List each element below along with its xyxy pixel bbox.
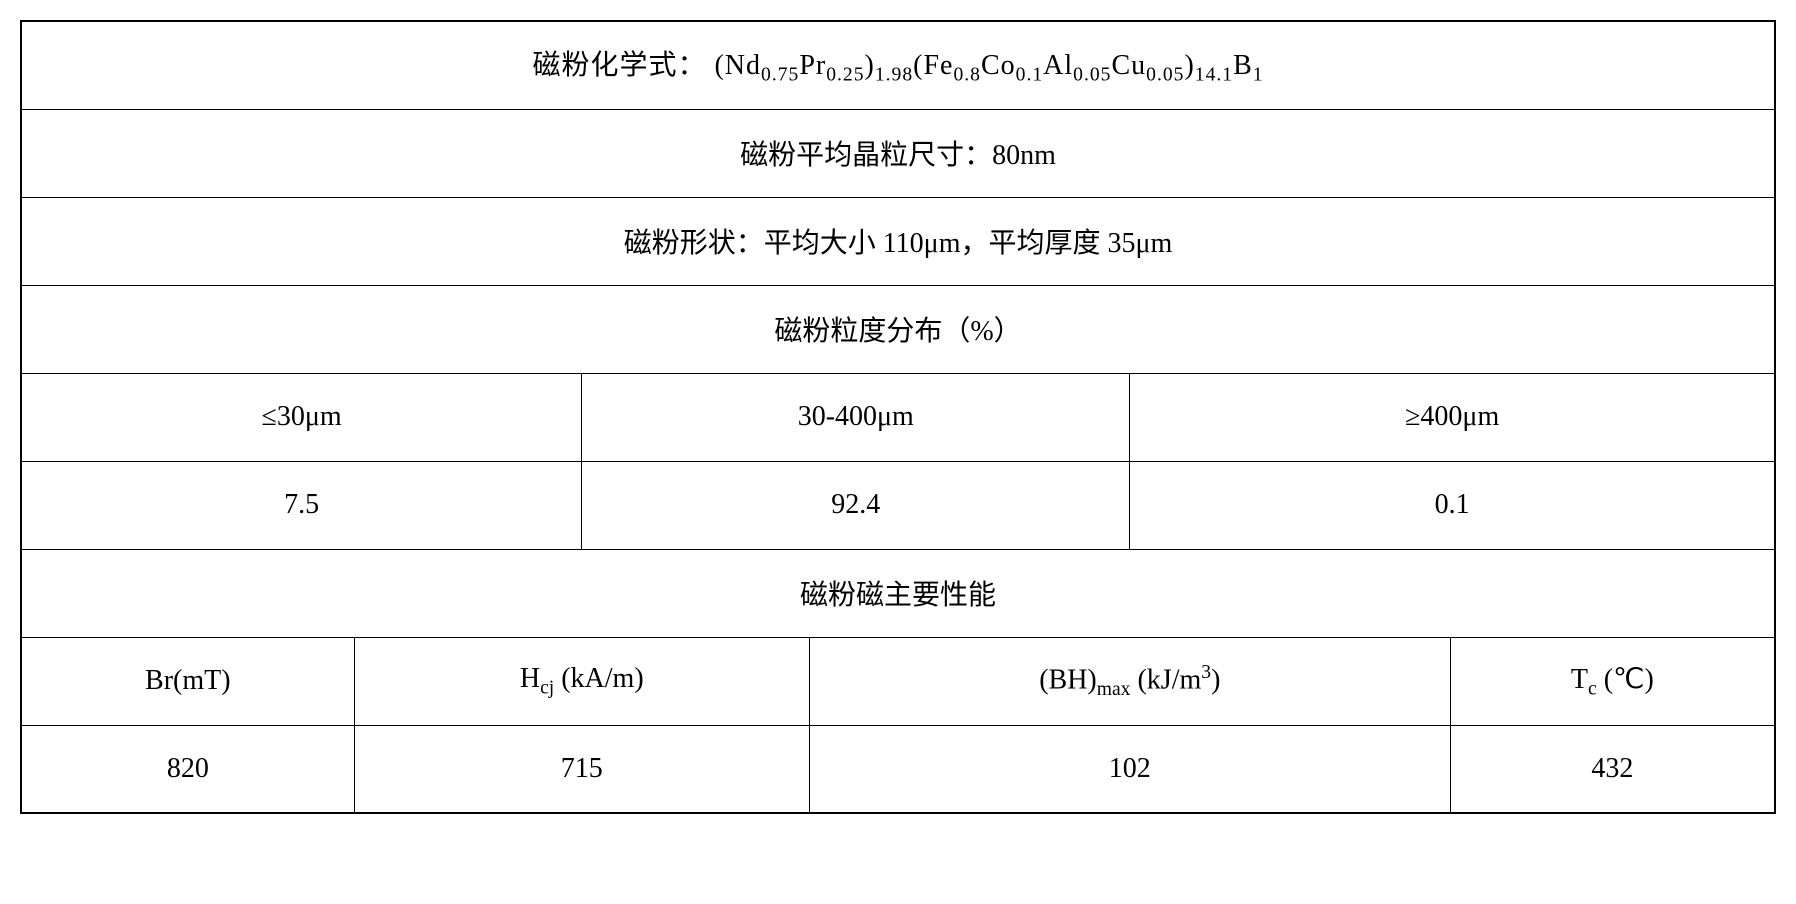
distribution-columns-row: ≤30μm 30-400μm ≥400μm bbox=[21, 373, 1775, 461]
distribution-val-1: 7.5 bbox=[21, 461, 582, 549]
formula-label: 磁粉化学式： bbox=[532, 50, 706, 81]
grain-size-row: 磁粉平均晶粒尺寸：80nm bbox=[21, 109, 1775, 197]
properties-val-2: 715 bbox=[354, 725, 809, 813]
grain-size-cell: 磁粉平均晶粒尺寸：80nm bbox=[21, 109, 1775, 197]
properties-header-cell: 磁粉磁主要性能 bbox=[21, 549, 1775, 637]
properties-col-1: Br(mT) bbox=[21, 637, 354, 725]
properties-val-4: 432 bbox=[1450, 725, 1775, 813]
distribution-val-3: 0.1 bbox=[1130, 461, 1775, 549]
properties-col-2: Hcj (kA/m) bbox=[354, 637, 809, 725]
properties-header-row: 磁粉磁主要性能 bbox=[21, 549, 1775, 637]
properties-columns-row: Br(mT) Hcj (kA/m) (BH)max (kJ/m3) Tc (℃) bbox=[21, 637, 1775, 725]
formula-content: (Nd0.75Pr0.25)1.98(Fe0.8Co0.1Al0.05Cu0.0… bbox=[714, 50, 1263, 81]
properties-col-4: Tc (℃) bbox=[1450, 637, 1775, 725]
material-properties-table-container: 磁粉化学式： (Nd0.75Pr0.25)1.98(Fe0.8Co0.1Al0.… bbox=[20, 20, 1776, 814]
properties-val-1: 820 bbox=[21, 725, 354, 813]
chemical-formula-cell: 磁粉化学式： (Nd0.75Pr0.25)1.98(Fe0.8Co0.1Al0.… bbox=[21, 21, 1775, 109]
distribution-col-3: ≥400μm bbox=[1130, 373, 1775, 461]
distribution-col-2: 30-400μm bbox=[582, 373, 1130, 461]
chemical-formula-row: 磁粉化学式： (Nd0.75Pr0.25)1.98(Fe0.8Co0.1Al0.… bbox=[21, 21, 1775, 109]
material-properties-table: 磁粉化学式： (Nd0.75Pr0.25)1.98(Fe0.8Co0.1Al0.… bbox=[20, 20, 1776, 814]
distribution-col-1: ≤30μm bbox=[21, 373, 582, 461]
distribution-header-row: 磁粉粒度分布（%） bbox=[21, 285, 1775, 373]
distribution-val-2: 92.4 bbox=[582, 461, 1130, 549]
distribution-header-cell: 磁粉粒度分布（%） bbox=[21, 285, 1775, 373]
distribution-values-row: 7.5 92.4 0.1 bbox=[21, 461, 1775, 549]
properties-col-3: (BH)max (kJ/m3) bbox=[809, 637, 1450, 725]
properties-val-3: 102 bbox=[809, 725, 1450, 813]
shape-cell: 磁粉形状：平均大小 110μm，平均厚度 35μm bbox=[21, 197, 1775, 285]
properties-values-row: 820 715 102 432 bbox=[21, 725, 1775, 813]
shape-row: 磁粉形状：平均大小 110μm，平均厚度 35μm bbox=[21, 197, 1775, 285]
